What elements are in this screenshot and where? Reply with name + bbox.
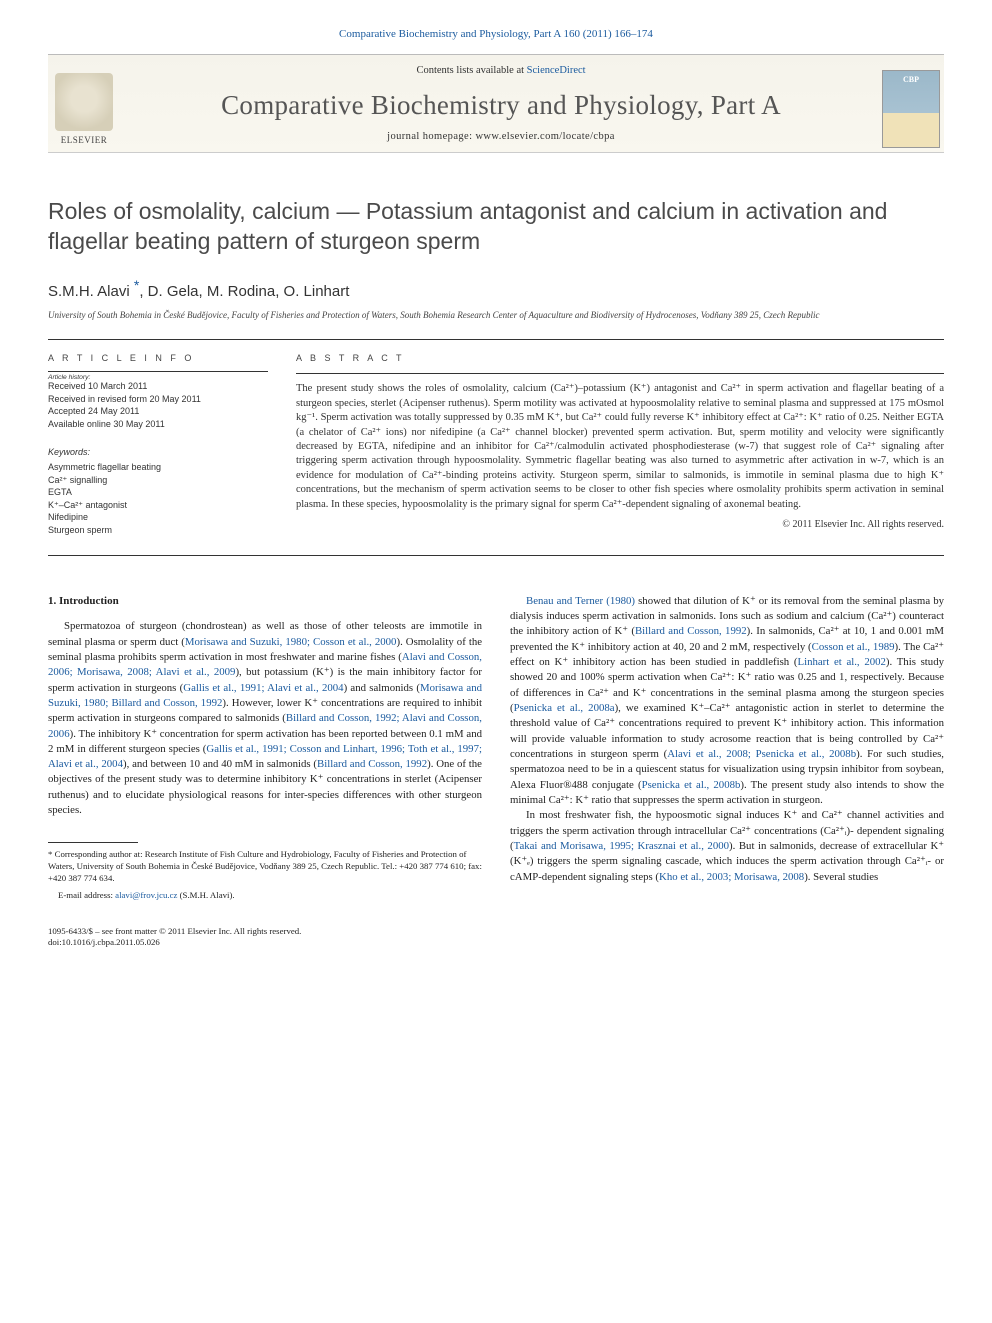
elsevier-label: ELSEVIER <box>61 135 108 145</box>
right-column: Benau and Terner (1980) showed that dilu… <box>510 594 944 950</box>
history-revised: Received in revised form 20 May 2011 <box>48 393 268 406</box>
text-run: ), and between 10 and 40 mM in salmonids… <box>123 758 317 770</box>
citation-link[interactable]: Benau and Terner (1980) <box>526 595 635 607</box>
citation-link[interactable]: Cosson et al., 1989 <box>812 641 895 653</box>
authors-text: S.M.H. Alavi *, D. Gela, M. Rodina, O. L… <box>48 283 349 300</box>
history-accepted: Accepted 24 May 2011 <box>48 405 268 418</box>
right-p1: Benau and Terner (1980) showed that dilu… <box>510 594 944 809</box>
section-1-head: 1. Introduction <box>48 594 482 610</box>
keywords-label: Keywords: <box>48 446 268 459</box>
citation-link[interactable]: Billard and Cosson, 1992 <box>635 625 747 637</box>
citation-link[interactable]: Takai and Morisawa, 1995; Krasznai et al… <box>514 840 729 852</box>
history-received: Received 10 March 2011 <box>48 380 268 393</box>
homepage-url[interactable]: www.elsevier.com/locate/cbpa <box>475 131 614 142</box>
keyword-item: EGTA <box>48 486 268 499</box>
text-run: ) and salmonids ( <box>344 682 420 694</box>
homepage-line: journal homepage: www.elsevier.com/locat… <box>134 131 868 142</box>
article-info-rule <box>48 371 268 372</box>
meta-abstract-row: A R T I C L E I N F O Article history: R… <box>48 340 944 536</box>
article-info-header: A R T I C L E I N F O <box>48 352 268 365</box>
article-title: Roles of osmolality, calcium — Potassium… <box>48 197 944 257</box>
text-run: ). Several studies <box>804 871 878 883</box>
author-list: S.M.H. Alavi *, D. Gela, M. Rodina, O. L… <box>48 277 944 300</box>
citation-link[interactable]: Morisawa and Suzuki, 1980; Cosson et al.… <box>185 636 397 648</box>
citation-link[interactable]: Psenicka et al., 2008b <box>642 779 741 791</box>
keyword-item: K⁺–Ca²⁺ antagonist <box>48 499 268 512</box>
corresponding-footnote: * Corresponding author at: Research Inst… <box>48 849 482 885</box>
citation-link[interactable]: Alavi et al., 2008; Psenicka et al., 200… <box>667 748 856 760</box>
email-footnote: E-mail address: alavi@frov.jcu.cz (S.M.H… <box>48 889 482 901</box>
masthead-center: Contents lists available at ScienceDirec… <box>134 65 868 152</box>
journal-reference-link[interactable]: Comparative Biochemistry and Physiology,… <box>339 28 653 40</box>
left-column: 1. Introduction Spermatozoa of sturgeon … <box>48 594 482 950</box>
journal-reference: Comparative Biochemistry and Physiology,… <box>48 28 944 40</box>
homepage-prefix: journal homepage: <box>387 131 475 142</box>
email-label: E-mail address: <box>58 890 115 900</box>
section-rule-bottom <box>48 555 944 556</box>
abstract-text: The present study shows the roles of osm… <box>296 382 944 512</box>
right-p2: In most freshwater fish, the hypoosmotic… <box>510 808 944 885</box>
keyword-item: Asymmetric flagellar beating <box>48 461 268 474</box>
abstract-column: A B S T R A C T The present study shows … <box>296 340 944 536</box>
keyword-item: Sturgeon sperm <box>48 524 268 537</box>
body-columns: 1. Introduction Spermatozoa of sturgeon … <box>48 594 944 950</box>
article-info-column: A R T I C L E I N F O Article history: R… <box>48 340 268 536</box>
masthead: ELSEVIER Contents lists available at Sci… <box>48 55 944 153</box>
sciencedirect-link[interactable]: ScienceDirect <box>527 65 586 76</box>
abstract-rule <box>296 373 944 374</box>
doi-line: doi:10.1016/j.cbpa.2011.05.026 <box>48 937 482 949</box>
contents-line: Contents lists available at ScienceDirec… <box>134 65 868 76</box>
intro-p1: Spermatozoa of sturgeon (chondrostean) a… <box>48 619 482 818</box>
keyword-item: Ca²⁺ signalling <box>48 474 268 487</box>
email-suffix: (S.M.H. Alavi). <box>177 890 234 900</box>
front-matter-line: 1095-6433/$ – see front matter © 2011 El… <box>48 926 482 938</box>
footnote-rule <box>48 842 138 843</box>
abstract-header: A B S T R A C T <box>296 352 944 365</box>
elsevier-logo: ELSEVIER <box>48 66 120 152</box>
email-link[interactable]: alavi@frov.jcu.cz <box>115 890 177 900</box>
citation-link[interactable]: Billard and Cosson, 1992 <box>317 758 427 770</box>
elsevier-tree-icon <box>55 73 113 131</box>
abstract-copyright: © 2011 Elsevier Inc. All rights reserved… <box>296 518 944 532</box>
journal-cover-thumb <box>882 70 940 148</box>
corresponding-star-icon: * <box>134 277 139 293</box>
history-online: Available online 30 May 2011 <box>48 418 268 431</box>
citation-link[interactable]: Linhart et al., 2002 <box>797 656 885 668</box>
citation-link[interactable]: Psenicka et al., 2008a <box>514 702 615 714</box>
keyword-item: Nifedipine <box>48 511 268 524</box>
copyright-block: 1095-6433/$ – see front matter © 2011 El… <box>48 926 482 950</box>
article-head: Roles of osmolality, calcium — Potassium… <box>48 197 944 321</box>
citation-link[interactable]: Kho et al., 2003; Morisawa, 2008 <box>659 871 804 883</box>
citation-link[interactable]: Gallis et al., 1991; Alavi et al., 2004 <box>183 682 343 694</box>
contents-prefix: Contents lists available at <box>416 65 526 76</box>
affiliation: University of South Bohemia in České Bud… <box>48 310 944 322</box>
journal-title: Comparative Biochemistry and Physiology,… <box>134 90 868 121</box>
